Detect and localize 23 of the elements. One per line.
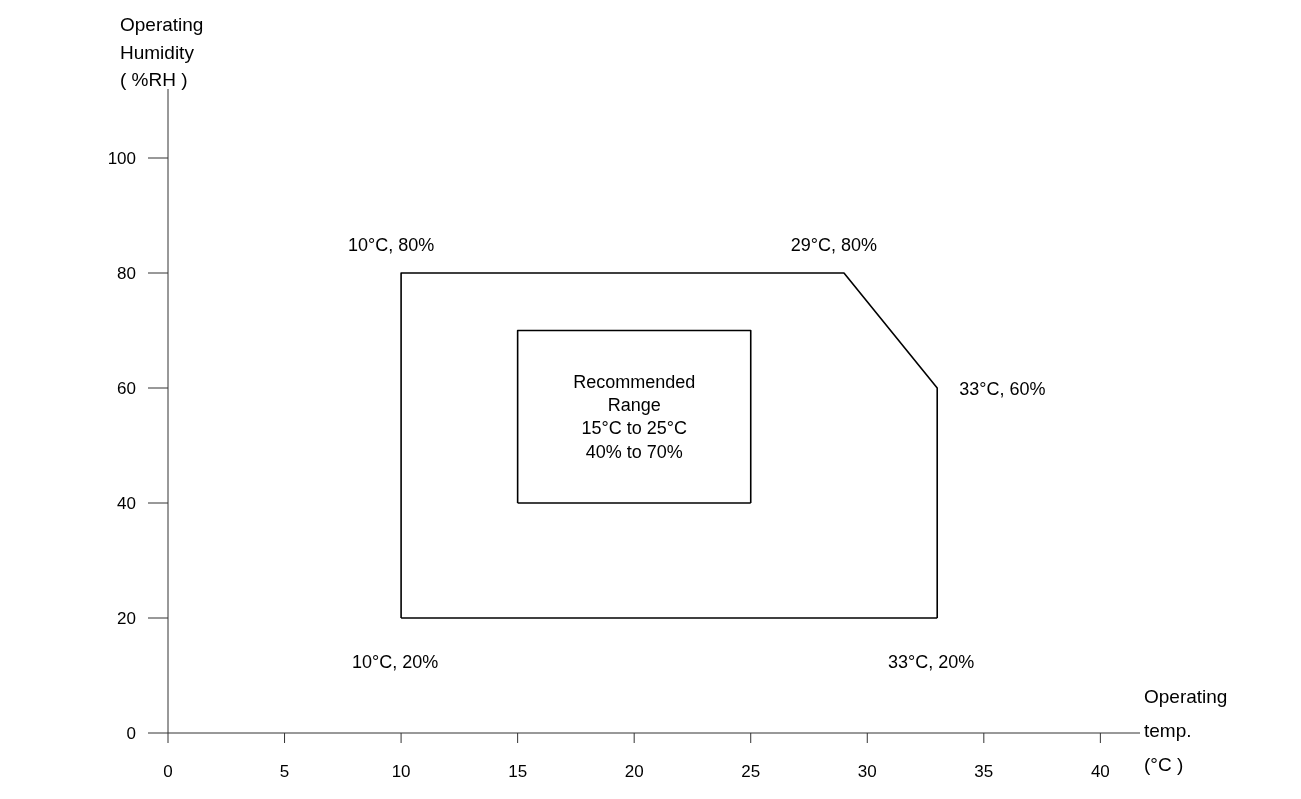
annotation: 10°C, 20% [351, 652, 439, 672]
annotation: Recommended Range 15°C to 25°C 40% to 70% [573, 371, 696, 462]
x-tick-label: 15 [508, 762, 528, 782]
x-tick-label: 10 [391, 762, 411, 782]
annotation: 33°C, 20% [888, 652, 975, 672]
x-tick-label: 35 [974, 762, 994, 782]
y-axis-title: Operating Humidity ( %RH ) [120, 14, 204, 91]
y-tick-label: 60 [117, 379, 136, 399]
y-tick-label: 100 [107, 149, 136, 169]
x-tick-label: 40 [1090, 762, 1110, 782]
y-tick-label: 20 [117, 609, 136, 629]
y-tick-label: 40 [117, 494, 136, 514]
annotation: 33°C, 60% [959, 379, 1046, 399]
x-tick-label: 20 [624, 762, 644, 782]
x-tick-label: 0 [163, 762, 173, 782]
x-tick-label: 5 [279, 762, 290, 782]
x-tick-label: 25 [741, 762, 761, 782]
y-tick-label: 0 [126, 724, 136, 744]
x-tick-label: 30 [857, 762, 877, 782]
x-axis-title: Operating temp. (°C ) [1144, 686, 1228, 776]
annotation: 10°C, 80% [347, 235, 435, 255]
annotation: 29°C, 80% [790, 235, 878, 255]
y-tick-label: 80 [117, 264, 136, 284]
